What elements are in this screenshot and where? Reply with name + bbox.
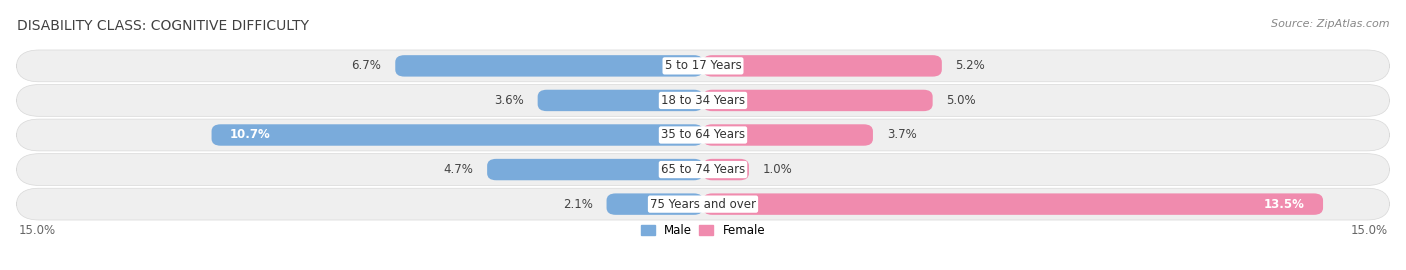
Text: 3.7%: 3.7% (887, 129, 917, 141)
Text: Source: ZipAtlas.com: Source: ZipAtlas.com (1271, 19, 1389, 29)
Text: 5.2%: 5.2% (956, 59, 986, 72)
FancyBboxPatch shape (703, 90, 932, 111)
FancyBboxPatch shape (537, 90, 703, 111)
FancyBboxPatch shape (17, 154, 1389, 185)
Text: DISABILITY CLASS: COGNITIVE DIFFICULTY: DISABILITY CLASS: COGNITIVE DIFFICULTY (17, 19, 309, 33)
Text: 3.6%: 3.6% (494, 94, 524, 107)
FancyBboxPatch shape (703, 124, 873, 146)
Text: 1.0%: 1.0% (762, 163, 793, 176)
Text: 5.0%: 5.0% (946, 94, 976, 107)
Text: 2.1%: 2.1% (562, 198, 593, 211)
Text: 4.7%: 4.7% (443, 163, 474, 176)
Text: 15.0%: 15.0% (18, 224, 56, 237)
FancyBboxPatch shape (17, 85, 1389, 116)
Text: 10.7%: 10.7% (231, 129, 271, 141)
Text: 5 to 17 Years: 5 to 17 Years (665, 59, 741, 72)
Text: 65 to 74 Years: 65 to 74 Years (661, 163, 745, 176)
Text: 6.7%: 6.7% (352, 59, 381, 72)
Text: 18 to 34 Years: 18 to 34 Years (661, 94, 745, 107)
Text: 35 to 64 Years: 35 to 64 Years (661, 129, 745, 141)
FancyBboxPatch shape (703, 159, 749, 180)
FancyBboxPatch shape (17, 119, 1389, 151)
FancyBboxPatch shape (703, 193, 1323, 215)
Text: 15.0%: 15.0% (1350, 224, 1388, 237)
FancyBboxPatch shape (486, 159, 703, 180)
Text: 75 Years and over: 75 Years and over (650, 198, 756, 211)
FancyBboxPatch shape (395, 55, 703, 77)
Text: 13.5%: 13.5% (1264, 198, 1305, 211)
FancyBboxPatch shape (17, 188, 1389, 220)
FancyBboxPatch shape (211, 124, 703, 146)
Legend: Male, Female: Male, Female (636, 219, 770, 241)
FancyBboxPatch shape (17, 50, 1389, 82)
FancyBboxPatch shape (703, 55, 942, 77)
FancyBboxPatch shape (606, 193, 703, 215)
